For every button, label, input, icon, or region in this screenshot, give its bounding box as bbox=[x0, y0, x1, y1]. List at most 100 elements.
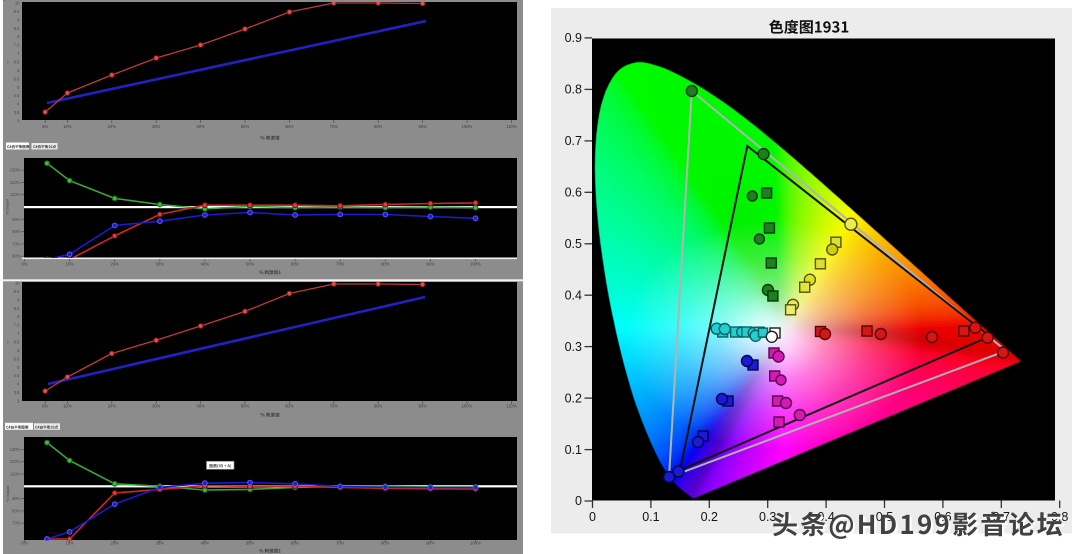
svg-text:0: 0 bbox=[589, 510, 596, 524]
svg-text:Y: Y bbox=[7, 60, 10, 65]
svg-text:5.5: 5.5 bbox=[14, 76, 20, 81]
svg-text:0.1: 0.1 bbox=[642, 510, 659, 524]
svg-text:Y: Y bbox=[7, 340, 10, 345]
svg-text:90%: 90% bbox=[12, 217, 21, 222]
svg-text:9: 9 bbox=[17, 17, 20, 22]
svg-text:10%: 10% bbox=[63, 124, 72, 129]
svg-text:8.5: 8.5 bbox=[14, 26, 20, 31]
svg-text:50%: 50% bbox=[246, 261, 255, 266]
svg-text:% Output: % Output bbox=[6, 198, 10, 215]
svg-text:0.7: 0.7 bbox=[565, 134, 582, 148]
svg-text:10%: 10% bbox=[63, 404, 72, 409]
svg-text:0: 0 bbox=[575, 494, 582, 508]
svg-text:3.5: 3.5 bbox=[14, 390, 20, 395]
svg-text:9: 9 bbox=[17, 297, 20, 302]
svg-text:100%: 100% bbox=[470, 541, 481, 546]
svg-text:20%: 20% bbox=[108, 404, 117, 409]
svg-text:0.3: 0.3 bbox=[565, 340, 582, 354]
svg-text:90%: 90% bbox=[12, 496, 21, 501]
svg-text:8: 8 bbox=[17, 34, 20, 39]
svg-text:0%: 0% bbox=[21, 261, 27, 266]
svg-text:4: 4 bbox=[17, 102, 20, 107]
svg-text:5.5: 5.5 bbox=[14, 356, 20, 361]
svg-text:70%: 70% bbox=[336, 541, 345, 546]
svg-text:110%: 110% bbox=[506, 124, 517, 129]
svg-text:110%: 110% bbox=[506, 404, 517, 409]
svg-text:100%: 100% bbox=[470, 261, 481, 266]
svg-text:5%: 5% bbox=[42, 404, 48, 409]
svg-text:0.8: 0.8 bbox=[565, 83, 582, 97]
svg-text:90%: 90% bbox=[426, 261, 435, 266]
svg-text:60%: 60% bbox=[285, 124, 294, 129]
svg-text:100%: 100% bbox=[462, 124, 473, 129]
svg-text:0.1: 0.1 bbox=[565, 443, 582, 457]
svg-text:50%: 50% bbox=[241, 124, 250, 129]
svg-text:7.5: 7.5 bbox=[14, 323, 20, 328]
svg-text:90%: 90% bbox=[418, 124, 427, 129]
svg-text:4: 4 bbox=[17, 382, 20, 387]
svg-text:10%: 10% bbox=[65, 261, 74, 266]
svg-text:50%: 50% bbox=[246, 541, 255, 546]
svg-text:70%: 70% bbox=[330, 404, 339, 409]
svg-text:7.5: 7.5 bbox=[14, 43, 20, 48]
svg-text:6.5: 6.5 bbox=[14, 59, 20, 64]
svg-text:8.5: 8.5 bbox=[14, 306, 20, 311]
svg-text:0.5: 0.5 bbox=[565, 237, 582, 251]
svg-text:60%: 60% bbox=[291, 541, 300, 546]
svg-text:70%: 70% bbox=[336, 261, 345, 266]
svg-text:100%: 100% bbox=[462, 404, 473, 409]
svg-text:9.5: 9.5 bbox=[14, 289, 20, 294]
svg-text:3.5: 3.5 bbox=[14, 110, 20, 115]
svg-text:0.6: 0.6 bbox=[565, 186, 582, 200]
svg-text:80%: 80% bbox=[374, 124, 383, 129]
svg-text:70%: 70% bbox=[12, 241, 21, 246]
svg-text:130%: 130% bbox=[10, 447, 21, 452]
svg-text:40%: 40% bbox=[201, 541, 210, 546]
svg-text:10: 10 bbox=[15, 1, 20, 6]
svg-text:6: 6 bbox=[17, 68, 20, 73]
svg-text:20%: 20% bbox=[111, 261, 120, 266]
svg-text:60%: 60% bbox=[12, 254, 21, 259]
svg-text:50%: 50% bbox=[241, 404, 250, 409]
svg-text:5: 5 bbox=[17, 365, 20, 370]
svg-text:20%: 20% bbox=[111, 541, 120, 546]
svg-text:80%: 80% bbox=[12, 229, 21, 234]
svg-text:60%: 60% bbox=[285, 404, 294, 409]
svg-text:80%: 80% bbox=[12, 508, 21, 513]
svg-text:6.5: 6.5 bbox=[14, 339, 20, 344]
svg-text:70%: 70% bbox=[12, 521, 21, 526]
svg-text:0.9: 0.9 bbox=[565, 31, 582, 45]
svg-text:10: 10 bbox=[15, 281, 20, 286]
svg-text:7: 7 bbox=[17, 331, 20, 336]
svg-text:8: 8 bbox=[17, 314, 20, 319]
svg-text:0%: 0% bbox=[21, 541, 27, 546]
svg-text:3: 3 bbox=[17, 118, 20, 123]
svg-text:130%: 130% bbox=[10, 168, 21, 173]
svg-text:90%: 90% bbox=[418, 404, 427, 409]
svg-text:110%: 110% bbox=[10, 472, 21, 477]
svg-text:% Output: % Output bbox=[6, 485, 10, 502]
svg-text:6: 6 bbox=[17, 348, 20, 353]
svg-text:40%: 40% bbox=[201, 261, 210, 266]
svg-text:7: 7 bbox=[17, 51, 20, 56]
svg-text:0.3: 0.3 bbox=[759, 510, 776, 524]
svg-text:0.4: 0.4 bbox=[565, 288, 582, 302]
svg-text:110%: 110% bbox=[10, 192, 21, 197]
svg-text:0.4: 0.4 bbox=[817, 510, 834, 524]
svg-text:30%: 30% bbox=[156, 541, 165, 546]
svg-text:80%: 80% bbox=[374, 404, 383, 409]
svg-text:10%: 10% bbox=[65, 541, 74, 546]
svg-text:70%: 70% bbox=[330, 124, 339, 129]
svg-text:4.5: 4.5 bbox=[14, 93, 20, 98]
svg-text:120%: 120% bbox=[10, 459, 21, 464]
svg-text:20%: 20% bbox=[108, 124, 117, 129]
svg-text:0.2: 0.2 bbox=[565, 391, 582, 405]
svg-text:4.5: 4.5 bbox=[14, 373, 20, 378]
svg-text:30%: 30% bbox=[152, 124, 161, 129]
svg-text:60%: 60% bbox=[291, 261, 300, 266]
svg-text:120%: 120% bbox=[10, 180, 21, 185]
svg-text:0.2: 0.2 bbox=[701, 510, 718, 524]
svg-text:30%: 30% bbox=[152, 404, 161, 409]
svg-text:80%: 80% bbox=[381, 261, 390, 266]
svg-text:30%: 30% bbox=[156, 261, 165, 266]
